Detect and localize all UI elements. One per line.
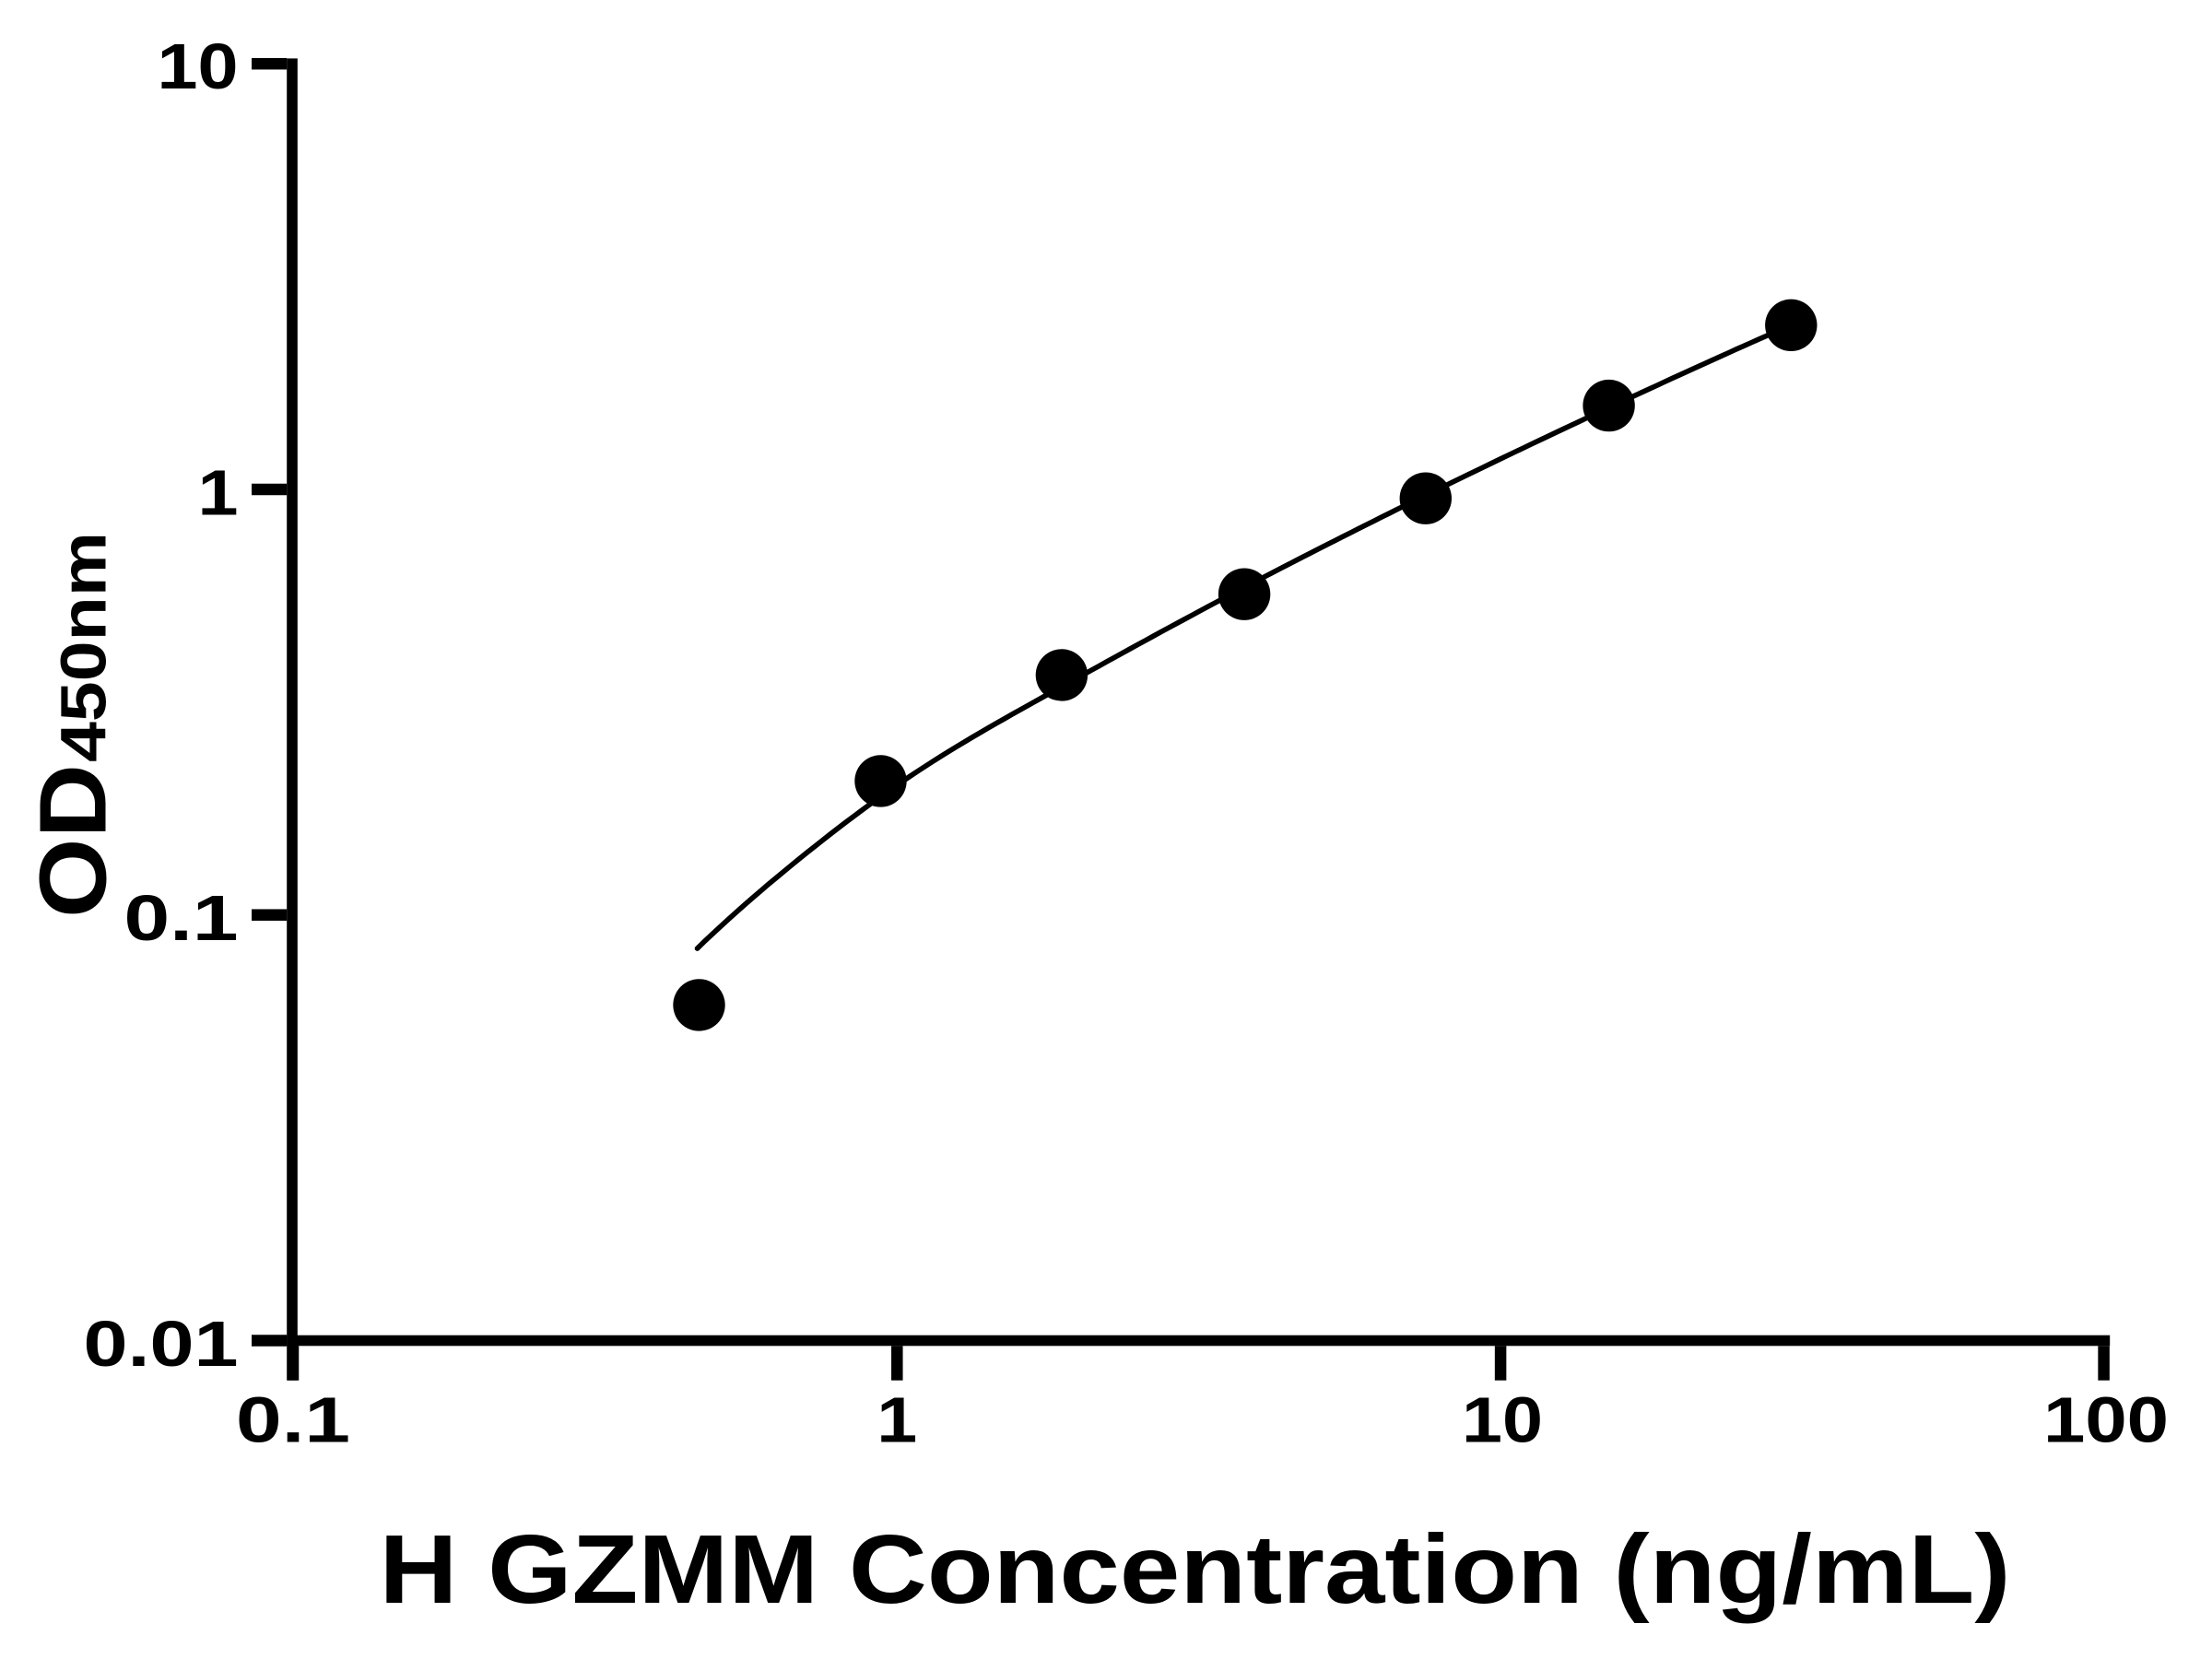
svg-text:100: 100 xyxy=(2043,1384,2169,1456)
svg-text:0.01: 0.01 xyxy=(84,1308,239,1380)
svg-text:OD: OD xyxy=(20,764,126,918)
svg-text:0.1: 0.1 xyxy=(236,1384,350,1456)
svg-text:10: 10 xyxy=(158,30,239,102)
svg-text:1: 1 xyxy=(877,1384,917,1456)
svg-text:H GZMM Concentration (ng/mL): H GZMM Concentration (ng/mL) xyxy=(380,1515,2011,1624)
svg-text:1: 1 xyxy=(198,457,239,529)
svg-text:10: 10 xyxy=(1462,1384,1543,1456)
svg-text:450nm: 450nm xyxy=(48,532,120,762)
svg-text:0.1: 0.1 xyxy=(124,882,239,954)
